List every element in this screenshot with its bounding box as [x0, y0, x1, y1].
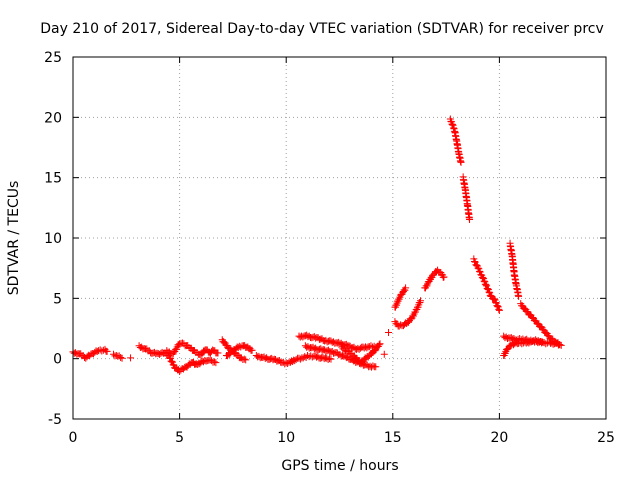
data-point	[448, 121, 456, 129]
x-tick-label: 20	[490, 430, 508, 446]
data-point	[385, 329, 393, 337]
data-point	[476, 267, 484, 275]
data-point	[117, 353, 125, 361]
data-point	[380, 350, 388, 358]
data-point	[466, 216, 474, 223]
data-point	[237, 354, 245, 362]
x-tick-label: 25	[597, 430, 615, 446]
y-tick-label: 20	[44, 110, 62, 126]
y-tick-label: 0	[53, 352, 62, 368]
data-point	[375, 341, 383, 349]
data-point	[479, 274, 487, 282]
data-point	[482, 281, 490, 289]
chart-title: Day 210 of 2017, Sidereal Day-to-day VTE…	[40, 21, 604, 37]
data-point	[484, 285, 492, 293]
data-point	[399, 287, 407, 295]
data-point	[481, 280, 489, 288]
data-point	[450, 124, 458, 132]
data-point	[490, 295, 498, 303]
data-point	[457, 158, 465, 166]
grid	[73, 57, 606, 419]
data-point	[397, 321, 405, 329]
data-point	[127, 354, 135, 362]
y-tick-label: 10	[44, 231, 62, 247]
data-point	[492, 299, 500, 307]
data-point	[471, 258, 479, 266]
data-point	[440, 273, 448, 281]
data-point	[167, 357, 175, 365]
data-point	[363, 361, 371, 369]
x-tick-label: 15	[384, 430, 402, 446]
data-point	[169, 361, 177, 369]
data-point	[220, 338, 228, 346]
data-point	[483, 284, 491, 292]
data-point	[296, 355, 304, 363]
data-point	[495, 306, 503, 314]
axis-ticks: 0 5 10 15 20 25 -5 0 5 10 15 20 25	[44, 50, 615, 446]
data-point	[376, 340, 384, 348]
y-tick-label: -5	[48, 412, 62, 428]
x-axis-label: GPS time / hours	[281, 458, 398, 474]
y-axis-label: SDTVAR / TECUs	[6, 181, 22, 296]
data-point	[485, 288, 493, 296]
data-point	[327, 355, 335, 363]
data-point	[210, 358, 218, 366]
data-point	[212, 359, 220, 367]
data-point	[478, 273, 486, 281]
data-point	[515, 292, 523, 300]
data-point	[168, 358, 176, 366]
data-point	[284, 359, 292, 367]
data-point	[493, 302, 501, 310]
data-point	[554, 339, 562, 347]
y-tick-label: 5	[53, 291, 62, 307]
data-point	[240, 355, 248, 363]
x-tick-label: 0	[69, 430, 78, 446]
data-point	[474, 264, 482, 272]
data-point	[369, 362, 377, 370]
x-tick-label: 5	[175, 430, 184, 446]
data-point	[555, 341, 563, 349]
data-point	[417, 297, 425, 305]
data-point	[248, 346, 256, 354]
data-point	[372, 363, 380, 371]
x-tick-label: 10	[277, 430, 295, 446]
data-point	[494, 302, 502, 310]
data-point	[402, 284, 410, 292]
data-points	[69, 115, 565, 376]
data-point	[118, 354, 126, 362]
data-point	[495, 305, 503, 313]
y-tick-label: 15	[44, 171, 62, 187]
data-point	[416, 299, 424, 307]
data-point	[110, 350, 118, 358]
data-point	[538, 338, 546, 346]
y-tick-label: 25	[44, 50, 62, 66]
data-point	[103, 347, 111, 355]
data-point	[214, 349, 222, 357]
data-point	[208, 357, 216, 365]
data-point	[242, 356, 250, 364]
data-point	[480, 277, 488, 285]
data-point	[166, 354, 174, 362]
